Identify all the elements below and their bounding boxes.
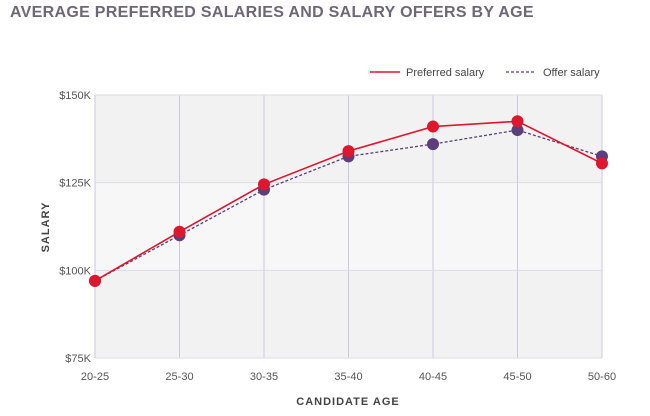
legend-label: Offer salary (543, 67, 600, 79)
data-point (511, 124, 524, 137)
x-tick-label: 45-50 (503, 371, 531, 383)
legend: Preferred salary Offer salary (370, 67, 600, 79)
data-point (89, 274, 101, 287)
data-point (511, 115, 524, 128)
data-point (258, 178, 270, 191)
grid-lines (94, 94, 603, 359)
y-tick-label: $150K (59, 90, 91, 102)
data-point (596, 157, 608, 170)
legend-label: Preferred salary (406, 67, 485, 79)
data-point (427, 120, 439, 133)
chart-title: AVERAGE PREFERRED SALARIES AND SALARY OF… (10, 4, 534, 21)
x-tick-labels: 20-25 25-30 30-35 35-40 40-45 45-50 50-60 (81, 371, 616, 383)
y-tick-labels: $75K $100K $125K $150K (59, 90, 91, 365)
x-tick-label: 25-30 (165, 371, 193, 383)
data-point (342, 145, 355, 158)
y-tick-label: $100K (59, 265, 91, 277)
x-tick-label: 35-40 (334, 371, 362, 383)
series-points (89, 115, 608, 287)
x-tick-label: 20-25 (81, 371, 109, 383)
y-axis-title: SALARY (40, 202, 52, 253)
x-axis-title: CANDIDATE AGE (296, 396, 399, 408)
y-tick-label: $125K (59, 178, 91, 190)
data-point (173, 225, 186, 238)
x-tick-label: 50-60 (588, 371, 616, 383)
x-tick-label: 40-45 (419, 371, 447, 383)
y-tick-label: $75K (65, 353, 91, 365)
x-tick-label: 30-35 (250, 371, 278, 383)
data-point (427, 138, 439, 151)
